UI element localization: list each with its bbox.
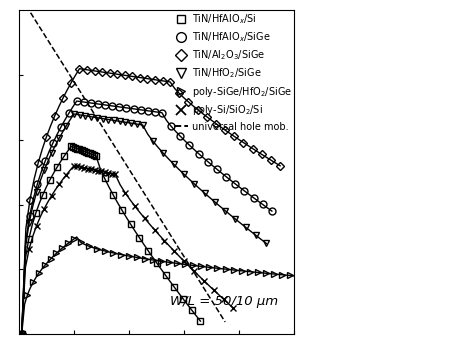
Text: W/L = 50/10 μm: W/L = 50/10 μm (170, 295, 278, 308)
Legend: TiN/HfAlO$_x$/Si, TiN/HfAlO$_x$/SiGe, TiN/Al$_2$O$_3$/SiGe, TiN/HfO$_2$/SiGe, po: TiN/HfAlO$_x$/Si, TiN/HfAlO$_x$/SiGe, Ti… (174, 12, 292, 132)
